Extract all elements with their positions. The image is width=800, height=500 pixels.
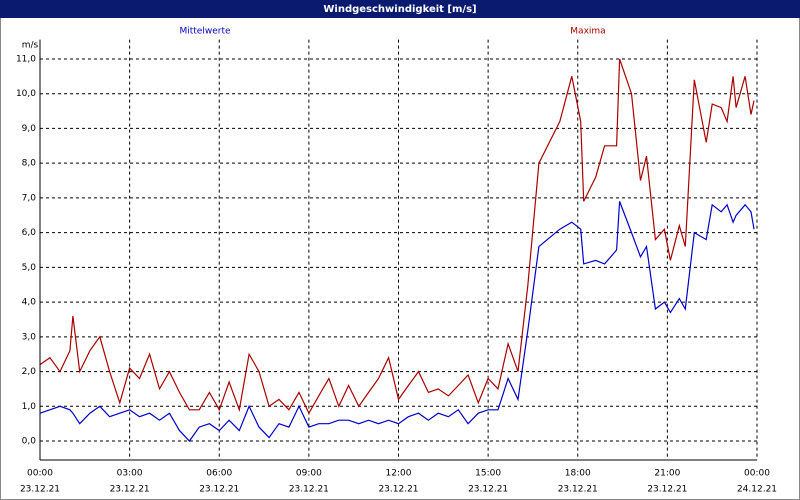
series-line bbox=[39, 201, 755, 442]
x-tick-date: 23.12.21 bbox=[289, 485, 329, 495]
y-tick-label: 6,0 bbox=[22, 228, 37, 238]
x-tick-label: 09:00 bbox=[296, 469, 322, 479]
y-tick-label: 10,0 bbox=[16, 89, 36, 99]
x-tick-label: 06:00 bbox=[206, 469, 232, 479]
x-tick-date: 23.12.21 bbox=[20, 485, 60, 495]
y-tick-label: 2,0 bbox=[22, 367, 37, 377]
x-tick-date: 23.12.21 bbox=[558, 485, 598, 495]
y-tick-label: 8,0 bbox=[22, 159, 37, 169]
x-tick-label: 18:00 bbox=[565, 469, 591, 479]
x-tick-label: 03:00 bbox=[117, 469, 143, 479]
x-tick-label: 21:00 bbox=[654, 469, 680, 479]
x-tick-date: 23.12.21 bbox=[378, 485, 418, 495]
y-tick-label: 3,0 bbox=[22, 332, 37, 342]
y-tick-label: 0,0 bbox=[22, 437, 37, 447]
y-tick-label: 4,0 bbox=[22, 298, 37, 308]
y-tick-label: 5,0 bbox=[22, 263, 37, 273]
y-tick-label: 11,0 bbox=[16, 54, 36, 64]
x-tick-label: 12:00 bbox=[386, 469, 412, 479]
chart-title: Windgeschwindigkeit [m/s] bbox=[323, 4, 476, 15]
x-tick-date: 24.12.21 bbox=[737, 485, 777, 495]
title-bar bbox=[0, 0, 800, 18]
x-tick-date: 23.12.21 bbox=[468, 485, 508, 495]
series-line bbox=[39, 58, 755, 415]
legend-entry: Maxima bbox=[570, 27, 605, 37]
y-tick-label: 9,0 bbox=[22, 124, 37, 134]
y-unit: m/s bbox=[22, 41, 39, 51]
x-tick-date: 23.12.21 bbox=[110, 485, 150, 495]
y-tick-label: 7,0 bbox=[22, 193, 37, 203]
x-tick-label: 00:00 bbox=[27, 469, 53, 479]
x-tick-label: 00:00 bbox=[744, 469, 770, 479]
x-tick-date: 23.12.21 bbox=[647, 485, 687, 495]
y-tick-label: 1,0 bbox=[22, 402, 37, 412]
x-tick-label: 15:00 bbox=[475, 469, 501, 479]
lines bbox=[39, 58, 755, 442]
x-tick-date: 23.12.21 bbox=[199, 485, 239, 495]
legend-entry: Mittelwerte bbox=[179, 27, 230, 37]
